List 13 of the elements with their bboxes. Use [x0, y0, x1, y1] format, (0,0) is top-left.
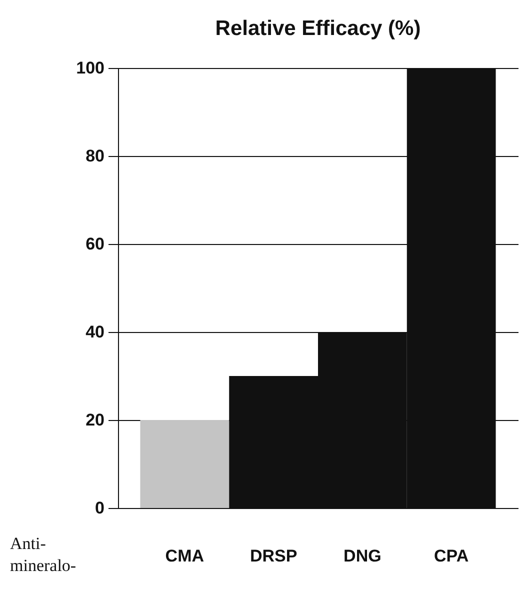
chart-title: Relative Efficacy (%): [215, 17, 421, 40]
y-tick-label: 0: [95, 498, 104, 518]
text: Anti- mineralo-: [10, 534, 76, 575]
y-tick-label: 80: [86, 146, 104, 166]
bar: [140, 420, 230, 508]
x-tick-label: CMA: [165, 546, 204, 566]
y-tick-label: 60: [86, 234, 104, 254]
y-tick-label: 20: [86, 410, 104, 430]
x-tick-label: DRSP: [250, 546, 298, 566]
y-tick-label: 40: [86, 322, 104, 342]
x-tick-label: CPA: [434, 546, 469, 566]
x-tick-label: DNG: [344, 546, 382, 566]
y-tick-label: 100: [76, 58, 104, 78]
